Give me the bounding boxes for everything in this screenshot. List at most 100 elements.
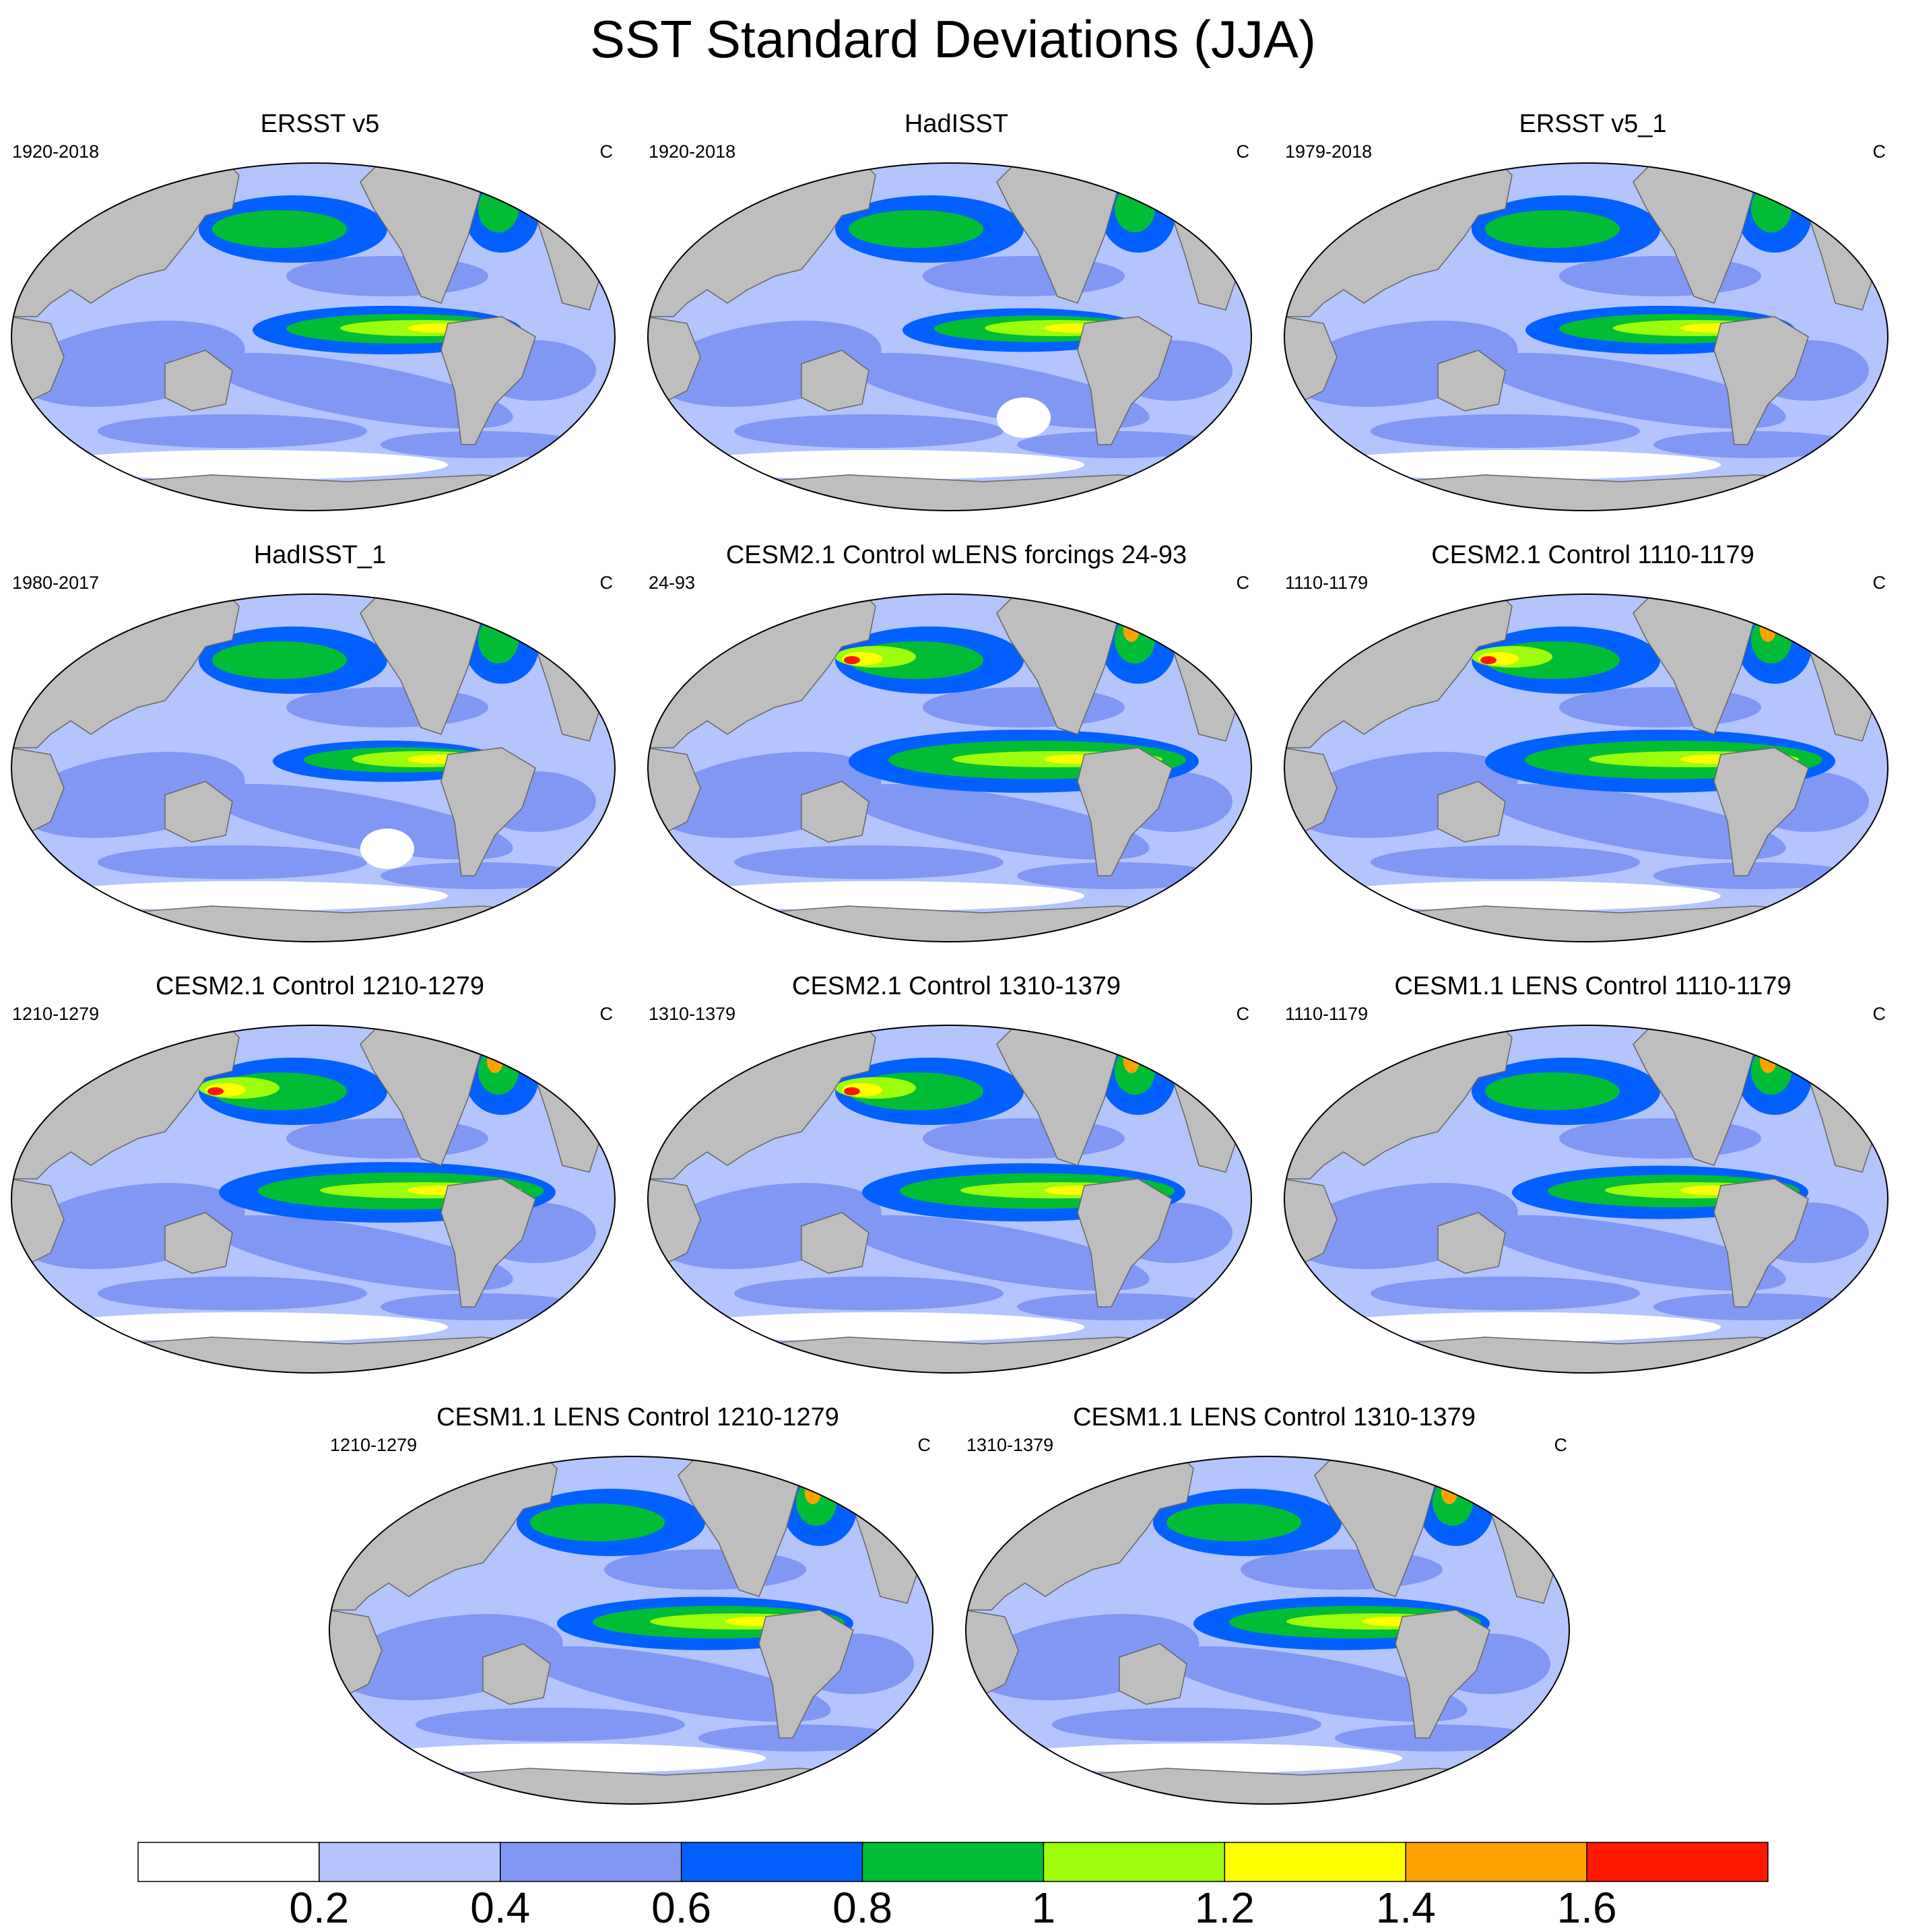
colorbar-segment <box>137 1842 320 1882</box>
map-panel: ERSST v5 1920-2018 C <box>7 108 633 539</box>
colorbar-tick-label: 0.8 <box>832 1883 893 1932</box>
panel-units: C <box>917 1435 931 1455</box>
panel-title: ERSST v5_1 <box>1519 110 1667 138</box>
south-pacific-band <box>844 1215 1150 1291</box>
southern-atlantic-band <box>1653 862 1855 889</box>
kuroshio-red <box>1480 656 1497 664</box>
map-panel: CESM2.1 Control 1310-1379 1310-1379 C <box>643 970 1270 1401</box>
south-pacific-low <box>997 397 1051 438</box>
africa <box>11 316 65 405</box>
panel-period: 1920-2018 <box>649 141 736 162</box>
panel-period: 1979-2018 <box>1285 141 1373 162</box>
south-america <box>1077 747 1173 876</box>
africa <box>648 316 701 405</box>
panel-period: 1210-1279 <box>330 1435 418 1455</box>
southern-ocean-band <box>98 845 367 879</box>
africa <box>648 1178 701 1267</box>
colorbar-segment <box>680 1842 863 1882</box>
panel-period: 1210-1279 <box>12 1004 100 1024</box>
australia <box>1437 350 1506 412</box>
south-america <box>1395 1609 1490 1739</box>
south-pacific-band <box>1162 1646 1468 1722</box>
africa <box>329 1609 383 1698</box>
south-america <box>1077 1178 1173 1308</box>
panel-title: CESM2.1 Control 1310-1379 <box>792 972 1121 1000</box>
southern-atlantic-band <box>381 431 583 458</box>
colorbar-tick-label: 0.6 <box>651 1883 712 1932</box>
southern-ocean-band <box>98 1277 367 1310</box>
south-america <box>440 316 536 445</box>
sst-map <box>11 1025 616 1374</box>
figure-title: SST Standard Deviations (JJA) <box>589 9 1317 69</box>
colorbar-segment <box>1043 1842 1226 1882</box>
africa <box>966 1609 1019 1698</box>
panel-title: CESM2.1 Control wLENS forcings 24-93 <box>725 541 1187 569</box>
south-america <box>1713 747 1809 876</box>
southern-atlantic-band <box>1335 1725 1537 1751</box>
colorbar-tick-label: 1.2 <box>1194 1883 1255 1932</box>
southern-ocean-band <box>734 414 1004 448</box>
south-pacific-band <box>1480 352 1786 429</box>
panel-title: CESM2.1 Control 1110-1179 <box>1431 541 1754 569</box>
south-pacific-band <box>1480 1215 1786 1291</box>
south-pacific-band <box>1480 783 1786 860</box>
map-panel: CESM1.1 LENS Control 1110-1179 1110-1179 C <box>1280 970 1906 1401</box>
southern-ocean-band <box>1371 845 1640 879</box>
southern-ocean-band <box>98 414 367 448</box>
colorbar-tick-label: 1.4 <box>1375 1883 1436 1932</box>
southern-atlantic-band <box>1653 1293 1855 1320</box>
panel-units: C <box>1236 141 1250 162</box>
australia <box>482 1643 551 1705</box>
map-panel: CESM1.1 LENS Control 1310-1379 1310-1379 C <box>961 1401 1587 1832</box>
panel-period: 1920-2018 <box>12 141 100 162</box>
north-pacific-green <box>849 210 983 248</box>
southern-ocean-band <box>1371 1277 1640 1310</box>
australia <box>1119 1643 1187 1705</box>
kuroshio-red <box>844 1087 860 1095</box>
sst-map <box>1284 1025 1888 1374</box>
africa <box>11 1178 65 1267</box>
panel-period: 1310-1379 <box>966 1435 1054 1455</box>
south-pacific-band <box>207 1215 513 1291</box>
southern-atlantic-band <box>1017 1293 1219 1320</box>
panel-period: 1110-1179 <box>1285 573 1369 593</box>
map-panel: CESM1.1 LENS Control 1210-1279 1210-1279 C <box>325 1401 951 1832</box>
australia <box>801 1212 869 1274</box>
colorbar-segment <box>319 1842 501 1882</box>
colorbar-segment <box>1224 1842 1406 1882</box>
southern-atlantic-band <box>1653 431 1855 458</box>
south-america <box>758 1609 854 1739</box>
map-panel: HadISST 1920-2018 C <box>643 108 1270 539</box>
southern-ocean-band <box>1371 414 1640 448</box>
map-frame <box>647 1025 1252 1374</box>
panel-units: C <box>1872 573 1886 593</box>
southern-low-variability <box>998 1743 1402 1773</box>
sst-map <box>647 593 1252 942</box>
map-frame <box>1284 593 1888 942</box>
panel-period: 24-93 <box>649 573 696 593</box>
colorbar-tick-label: 0.4 <box>470 1883 531 1932</box>
africa <box>1284 747 1338 836</box>
map-panel: CESM2.1 Control 1110-1179 1110-1179 C <box>1280 539 1906 970</box>
north-pacific-green <box>212 641 347 679</box>
colorbar-tick-label: 1 <box>1031 1883 1056 1932</box>
southern-atlantic-band <box>698 1725 900 1751</box>
africa <box>1284 316 1338 405</box>
southern-low-variability <box>44 450 448 480</box>
panel-title: CESM2.1 Control 1210-1279 <box>156 972 484 1000</box>
colorbar-tick-label: 0.2 <box>289 1883 350 1932</box>
kuroshio-red <box>844 656 860 664</box>
sst-map <box>329 1456 933 1805</box>
southern-ocean-band <box>734 1277 1004 1310</box>
map-frame <box>1284 1025 1888 1374</box>
south-america <box>1713 1178 1809 1308</box>
africa <box>648 747 701 836</box>
north-pacific-green <box>1166 1504 1301 1541</box>
sst-map <box>11 593 616 942</box>
southern-atlantic-band <box>1017 862 1219 889</box>
map-frame <box>647 162 1252 511</box>
panel-units: C <box>599 141 614 162</box>
africa <box>11 747 65 836</box>
colorbar-segment <box>1405 1842 1587 1882</box>
